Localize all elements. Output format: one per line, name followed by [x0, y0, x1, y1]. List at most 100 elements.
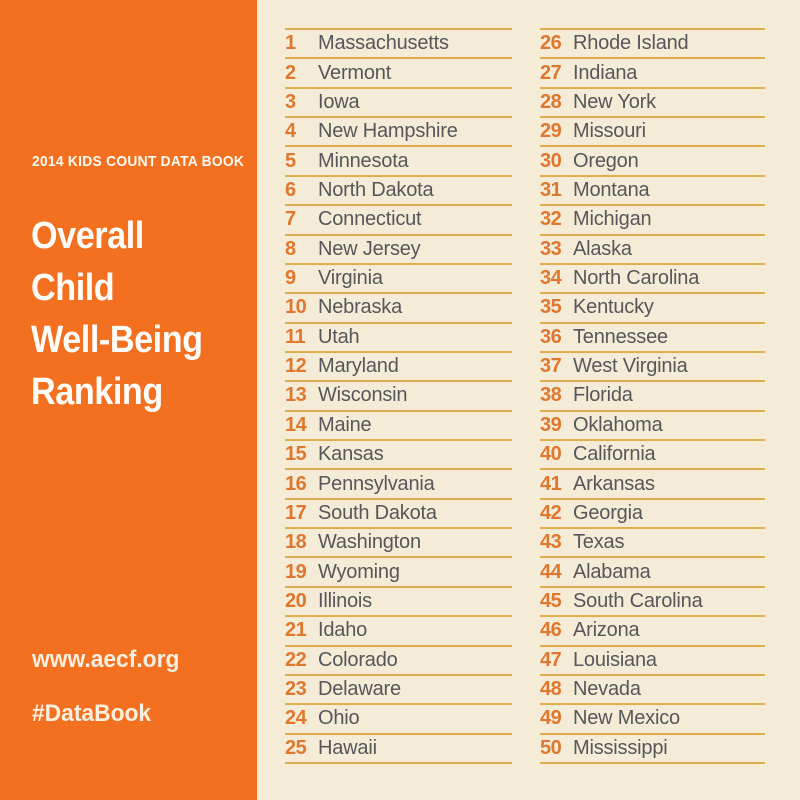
rank-number: 26 — [540, 32, 562, 55]
state-name: Michigan — [573, 208, 652, 231]
state-name: Texas — [573, 531, 625, 554]
state-name: Washington — [318, 531, 421, 554]
ranking-row: 15 Kansas — [285, 439, 512, 468]
ranking-row: 40 California — [540, 439, 765, 468]
rank-number: 21 — [285, 619, 307, 642]
ranking-row: 46 Arizona — [540, 615, 765, 644]
ranking-row: 32 Michigan — [540, 204, 765, 233]
rank-number: 3 — [285, 90, 296, 113]
rank-number: 40 — [540, 443, 562, 466]
rank-number: 34 — [540, 267, 562, 290]
state-name: Ohio — [318, 707, 360, 730]
ranking-row: 14 Maine — [285, 409, 512, 439]
state-name: Massachusetts — [318, 32, 449, 55]
ranking-row: 16 Pennsylvania — [285, 468, 512, 497]
ranking-row: 21 Idaho — [285, 615, 512, 644]
state-name: Minnesota — [318, 149, 409, 172]
ranking-row: 11 Utah — [285, 321, 512, 351]
ranking-row: 17 South Dakota — [285, 497, 512, 527]
ranking-row: 10 Nebraska — [285, 292, 512, 321]
state-name: Florida — [573, 384, 633, 407]
state-name: North Carolina — [573, 267, 700, 290]
ranking-row: 2 Vermont — [285, 57, 512, 86]
rank-number: 36 — [540, 325, 562, 348]
state-name: Georgia — [573, 501, 643, 524]
ranking-row: 22 Colorado — [285, 644, 512, 674]
rank-number: 28 — [540, 90, 562, 113]
state-name: South Carolina — [573, 590, 703, 612]
ranking-row: 38 Florida — [540, 380, 765, 409]
ranking-row: 27 Indiana — [540, 57, 765, 86]
ranking-row: 47 Louisiana — [540, 644, 765, 674]
databook-eyebrow-label: 2014 KIDS COUNT DATA BOOK — [32, 153, 245, 170]
state-name: Wisconsin — [318, 384, 408, 407]
rank-number: 23 — [285, 678, 307, 701]
state-name: Nevada — [573, 678, 641, 701]
rank-number: 44 — [540, 560, 562, 583]
ranking-row: 50 Mississippi — [540, 732, 765, 762]
rank-number: 1 — [285, 32, 296, 55]
rank-number: 19 — [285, 560, 307, 583]
rank-number: 9 — [285, 267, 296, 290]
ranking-row: 42 Georgia — [540, 497, 765, 527]
state-name: Colorado — [318, 648, 398, 671]
ranking-row: 13 Wisconsin — [285, 380, 512, 409]
state-name: Arkansas — [573, 472, 655, 495]
ranking-row: 26 Rhode Island — [540, 28, 765, 57]
rank-number: 45 — [540, 590, 562, 612]
rank-number: 8 — [285, 237, 296, 260]
rank-number: 18 — [285, 531, 307, 554]
ranking-row: 41 Arkansas — [540, 468, 765, 497]
ranking-row: 20 Illinois — [285, 585, 512, 615]
state-name: Hawaii — [318, 736, 377, 759]
state-name: Indiana — [573, 61, 638, 84]
rank-number: 33 — [540, 237, 562, 260]
rank-number: 41 — [540, 472, 562, 495]
rank-number: 7 — [285, 208, 296, 231]
state-name: New Hampshire — [318, 120, 458, 143]
ranking-row: 35 Kentucky — [540, 292, 765, 321]
rank-number: 16 — [285, 472, 307, 495]
state-name: Maryland — [318, 355, 399, 378]
rank-number: 25 — [285, 736, 307, 759]
state-name: Pennsylvania — [318, 472, 435, 495]
ranking-row: 3 Iowa — [285, 86, 512, 116]
state-name: Iowa — [318, 90, 360, 113]
state-name: Virginia — [318, 267, 383, 290]
ranking-row: 1 Massachusetts — [285, 28, 512, 57]
ranking-row: 33 Alaska — [540, 233, 765, 263]
ranking-row: 28 New York — [540, 86, 765, 116]
state-name: Missouri — [573, 120, 646, 143]
rank-number: 37 — [540, 355, 562, 378]
state-name: Arizona — [573, 619, 640, 642]
state-name: Illinois — [318, 590, 372, 612]
ranking-row: 31 Montana — [540, 174, 765, 204]
ranking-row: 39 Oklahoma — [540, 409, 765, 439]
rank-number: 15 — [285, 443, 307, 466]
rank-number: 42 — [540, 501, 562, 524]
rank-number: 20 — [285, 590, 307, 612]
state-name: New York — [573, 90, 656, 113]
rank-number: 29 — [540, 120, 562, 143]
ranking-row: 45 South Carolina — [540, 585, 765, 615]
ranking-row: 4 New Hampshire — [285, 116, 512, 145]
ranking-row: 29 Missouri — [540, 116, 765, 145]
ranking-row: 44 Alabama — [540, 556, 765, 585]
state-name: California — [573, 443, 656, 466]
ranking-column-1-25: 1 Massachusetts 2 Vermont 3 Iowa 4 New Hampshir… — [285, 28, 512, 764]
rank-number: 14 — [285, 413, 307, 436]
rank-number: 11 — [285, 325, 306, 348]
rank-number: 2 — [285, 61, 296, 84]
ranking-row: 34 North Carolina — [540, 262, 765, 292]
ranking-row: 8 New Jersey — [285, 233, 512, 263]
page-title: Overall Child Well-Being Ranking — [31, 215, 203, 413]
rank-number: 22 — [285, 648, 307, 671]
rank-number: 6 — [285, 178, 296, 201]
ranking-row: 9 Virginia — [285, 262, 512, 292]
state-name: Utah — [318, 325, 360, 348]
state-name: Vermont — [318, 61, 392, 84]
rank-number: 30 — [540, 149, 562, 172]
website-link[interactable]: www.aecf.org — [32, 646, 180, 673]
hashtag-label: #DataBook — [32, 700, 152, 727]
rank-number: 13 — [285, 384, 307, 407]
